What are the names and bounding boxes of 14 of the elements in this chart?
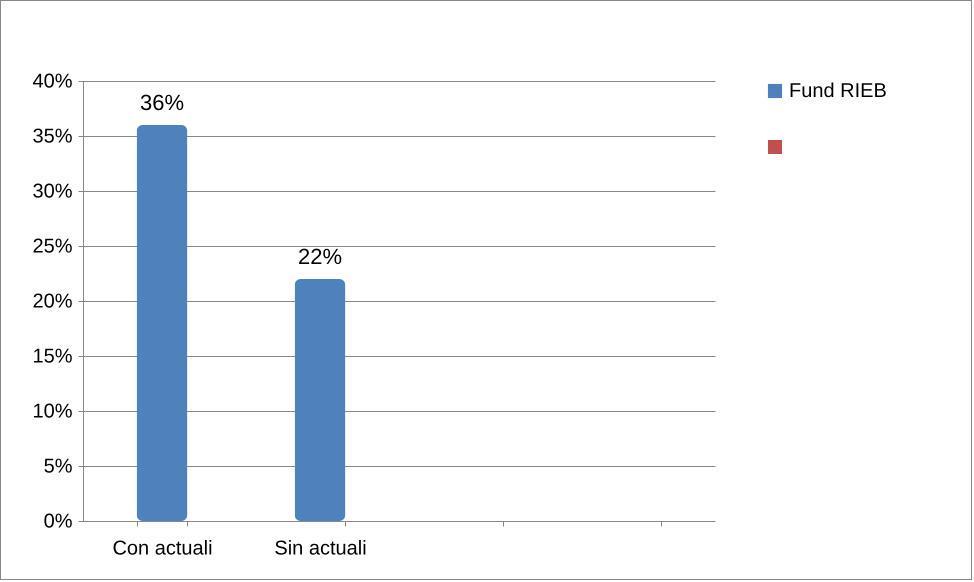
x-tick-label: Con actuali — [112, 538, 213, 560]
y-tick-label: 10% — [32, 400, 73, 422]
data-label: 22% — [298, 244, 342, 269]
y-tick-label: 15% — [32, 346, 73, 368]
y-tick-label: 20% — [32, 290, 73, 312]
y-tick-label: 0% — [44, 510, 73, 532]
y-tick-label: 30% — [32, 180, 73, 202]
y-tick-label: 25% — [32, 236, 73, 258]
y-tick-label: 40% — [32, 70, 73, 92]
legend-label: Fund RIEB — [789, 80, 887, 102]
y-tick-label: 5% — [44, 456, 73, 478]
y-tick-label: 35% — [32, 126, 73, 148]
data-label: 36% — [140, 90, 184, 115]
x-tick-label: Sin actuali — [274, 538, 367, 560]
